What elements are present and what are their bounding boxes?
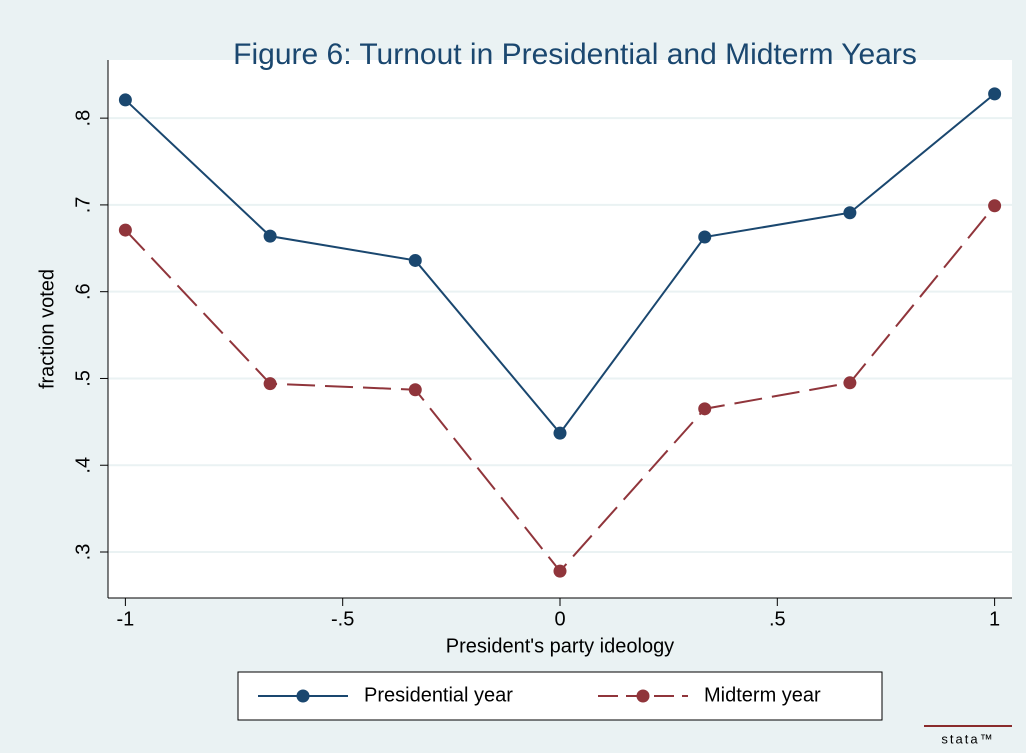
point [263,377,277,391]
y-tick-label: .3 [72,544,94,561]
x-tick-label: .5 [769,608,786,630]
chart-title: Figure 6: Turnout in Presidential and Mi… [233,38,917,71]
point [553,426,567,440]
point [988,199,1002,213]
x-tick-label: 0 [554,608,565,630]
point [408,383,422,397]
legend-marker [296,689,310,703]
watermark: stata™ [941,731,994,746]
point [118,223,132,237]
y-axis-title: fraction voted [36,269,58,389]
point [553,564,567,578]
x-tick-label: -1 [116,608,134,630]
y-tick-label: .8 [72,110,94,127]
point [698,230,712,244]
point [118,93,132,107]
legend-label: Presidential year [364,684,513,706]
legend-label: Midterm year [704,684,821,706]
plot-area [108,60,1012,598]
y-tick-label: .7 [72,197,94,214]
y-tick-label: .5 [72,370,94,387]
x-axis-title: President's party ideology [446,635,674,657]
point [843,376,857,390]
x-tick-label: 1 [989,608,1000,630]
point [988,87,1002,101]
x-tick-label: -.5 [331,608,354,630]
point [408,253,422,267]
y-tick-label: .4 [72,457,94,474]
y-tick-label: .6 [72,283,94,300]
legend-marker [636,689,650,703]
point [843,206,857,220]
point [698,402,712,416]
point [263,229,277,243]
